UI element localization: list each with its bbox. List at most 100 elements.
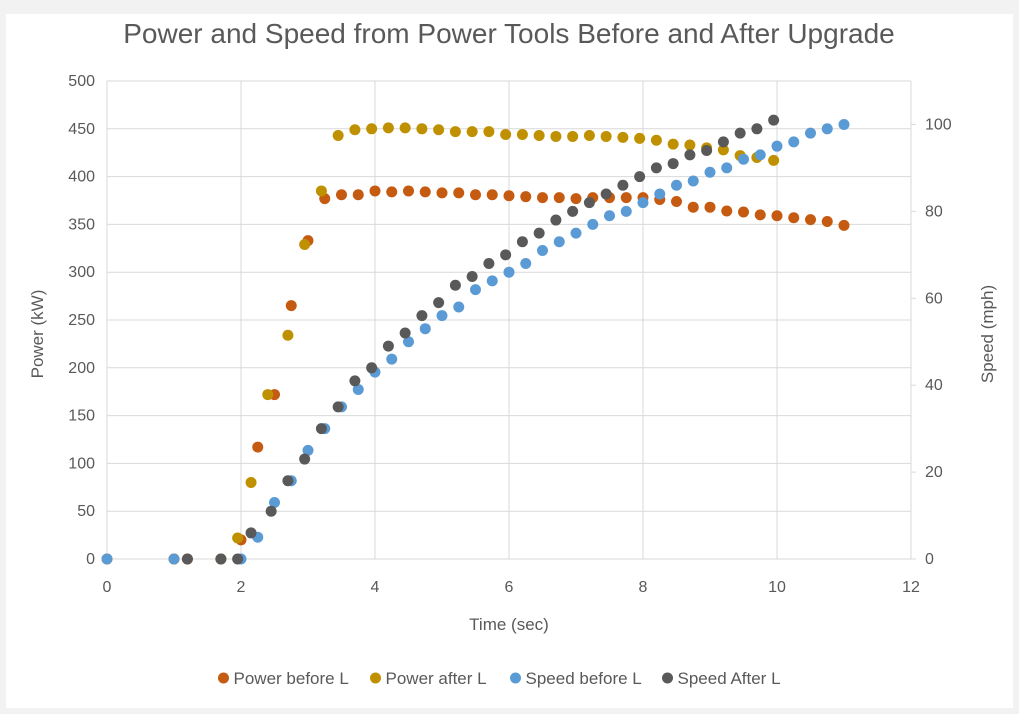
data-point [620,205,632,217]
y2-tick-label: 80 [925,203,943,220]
data-point [486,189,498,201]
data-point [671,195,682,207]
data-point [285,300,297,312]
data-point [433,297,445,309]
data-point [483,258,495,270]
series-2 [168,122,780,565]
y2-axis-label: Speed (mph) [978,285,997,383]
data-point [520,191,532,203]
data-point [650,134,662,146]
data-point [352,384,364,396]
legend-label: Power before L [234,669,349,688]
data-point [600,188,612,200]
scatter-chart: Power and Speed from Power Tools Before … [28,18,997,688]
data-point [701,145,713,157]
data-point [449,126,461,138]
y-tick-label: 150 [68,408,95,425]
y2-tick-label: 20 [925,464,943,481]
data-point [466,271,478,283]
data-point [453,301,465,313]
data-point [315,423,327,435]
data-point [352,189,364,201]
data-point [503,190,515,202]
data-point [734,127,746,139]
data-point [419,323,431,335]
data-point [617,131,629,143]
data-point [788,136,800,148]
x-tick-label: 2 [237,579,246,596]
data-point [215,553,227,565]
data-point [634,132,646,144]
data-point [567,130,579,142]
data-point [366,362,378,374]
data-point [101,553,113,565]
legend-item: Speed before L [510,669,642,688]
data-point [805,127,816,139]
data-point [470,284,481,296]
data-point [620,192,632,204]
data-point [533,129,545,141]
data-point [667,158,679,170]
y-tick-label: 300 [68,264,95,281]
data-point [520,258,532,270]
data-point [503,266,515,278]
legend-marker [662,672,673,684]
x-tick-label: 0 [103,579,112,596]
legend-marker [370,672,381,684]
y-tick-label: 350 [68,216,95,233]
y-tick-label: 0 [86,551,95,568]
series-4 [181,114,780,565]
data-point [838,118,850,130]
data-point [570,227,582,239]
legend-label: Speed After L [678,669,781,688]
data-point [704,166,716,178]
data-point [684,149,696,161]
data-point [349,375,361,387]
data-point [667,138,679,150]
data-point [553,192,565,204]
data-point [369,185,381,197]
data-point [436,187,448,199]
legend-label: Speed before L [526,669,642,688]
data-point [537,244,548,256]
data-point [302,444,314,456]
data-point [738,206,749,218]
data-point [500,129,512,141]
data-point [634,171,646,183]
data-point [516,236,528,248]
data-point [315,185,327,197]
data-point [386,186,398,198]
data-point [332,401,344,413]
chart-title: Power and Speed from Power Tools Before … [123,18,895,49]
data-point [262,389,274,401]
y2-tick-label: 0 [925,551,934,568]
data-point [486,275,498,287]
data-point [754,149,766,161]
data-point [650,162,662,174]
data-point [382,340,394,352]
x-tick-label: 4 [371,579,380,596]
data-point [252,441,264,453]
chart-area: Power and Speed from Power Tools Before … [6,14,1013,708]
x-tick-label: 8 [639,579,648,596]
data-point [788,212,800,224]
y-axis-label: Power (kW) [28,290,47,379]
data-point [500,249,512,261]
data-point [299,238,311,250]
data-point [269,497,280,509]
data-point [470,189,481,201]
data-point [583,197,595,209]
y2-axis-ticks: 0 20 40 60 80 100 [911,116,952,568]
series-1 [101,185,850,565]
data-point [168,553,180,565]
data-point [821,123,833,135]
data-point [550,130,562,142]
data-point [181,553,193,565]
data-point [553,236,565,248]
data-point [751,123,763,135]
data-point [687,175,699,187]
data-point [821,216,833,228]
data-point [838,219,850,231]
data-point [637,197,649,209]
data-point [282,329,294,341]
